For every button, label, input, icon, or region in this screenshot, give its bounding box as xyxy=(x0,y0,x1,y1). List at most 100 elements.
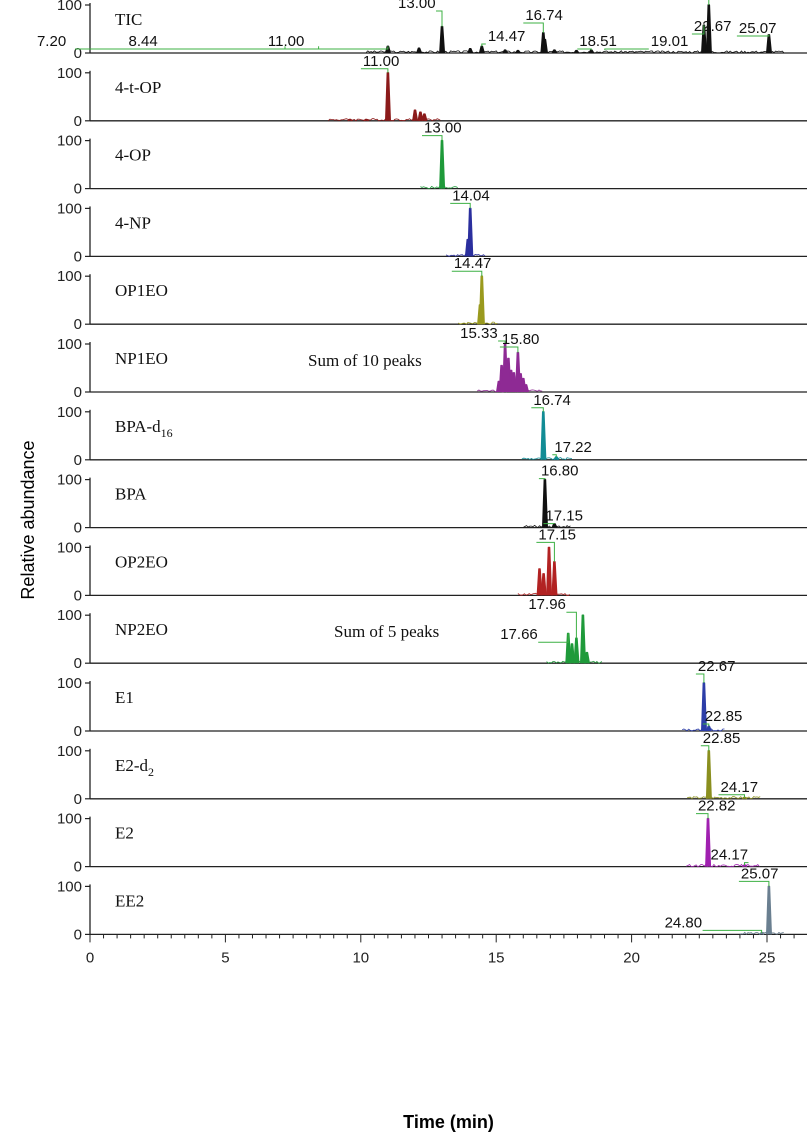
chromatogram-peak xyxy=(766,34,772,54)
y-tick-label: 100 xyxy=(57,811,82,828)
peak-label-leader xyxy=(481,43,486,47)
peak-time-label: 14.47 xyxy=(454,255,492,272)
trace-name-label: 4-t-OP xyxy=(115,78,161,97)
peak-time-label: 18.51 xyxy=(579,33,617,50)
peak-label-leader xyxy=(498,340,506,344)
chromatogram-peak xyxy=(467,48,474,54)
y-tick-label: 100 xyxy=(57,607,82,624)
peak-time-label: 24.17 xyxy=(721,779,759,796)
chromatogram-peak xyxy=(551,49,558,54)
peak-time-label: 19.01 xyxy=(651,33,689,50)
chromatogram-peak xyxy=(464,238,471,257)
baseline-noise xyxy=(686,863,760,868)
chromatogram-peak xyxy=(766,885,772,935)
trace-name-label: BPA xyxy=(115,485,147,504)
y-tick-label: 0 xyxy=(74,520,82,537)
chromatogram-peak xyxy=(478,45,485,54)
peak-label-leader xyxy=(718,794,745,798)
y-tick-label: 0 xyxy=(74,655,82,672)
peak-label-leader xyxy=(422,135,443,141)
peak-label-leader xyxy=(305,46,389,50)
peak-time-label: 11.00 xyxy=(268,33,304,50)
y-tick-label: 100 xyxy=(57,675,82,692)
baseline-noise xyxy=(521,457,573,461)
trace-name-label: NP1EO xyxy=(115,349,168,368)
y-tick-label: 100 xyxy=(57,539,82,556)
peak-time-label: 8.44 xyxy=(129,33,158,50)
peak-time-label: 16.74 xyxy=(533,392,571,409)
peak-time-label: 17.96 xyxy=(528,596,566,613)
peak-time-label: 22.85 xyxy=(705,708,743,725)
chromatogram-peak xyxy=(584,651,590,664)
x-tick-label: 10 xyxy=(352,949,369,966)
peak-time-label: 22.82 xyxy=(698,798,736,815)
peak-label-leader xyxy=(451,270,483,277)
chromatogram-peak xyxy=(588,49,595,54)
peak-time-label: 14.47 xyxy=(488,28,526,45)
peak-time-label: 17.66 xyxy=(500,626,538,643)
chromatogram-peak xyxy=(439,139,446,189)
y-axis-title: Relative abundance xyxy=(18,440,38,599)
trace-name-label: TIC xyxy=(115,10,142,29)
y-tick-label: 0 xyxy=(74,181,82,198)
chromatogram-peak xyxy=(421,113,428,121)
peak-label-leader xyxy=(695,673,705,683)
y-tick-label: 0 xyxy=(74,587,82,604)
trace-name-label: EE2 xyxy=(115,891,144,910)
trace-name-label: 4-NP xyxy=(115,213,151,232)
trace-name-label: OP1EO xyxy=(115,281,168,300)
chromatogram-peak xyxy=(536,568,543,596)
x-axis-title: Time (min) xyxy=(403,1112,494,1132)
peak-label-leader xyxy=(736,34,770,37)
x-tick-label: 15 xyxy=(488,949,505,966)
chromatogram-peak xyxy=(580,614,586,664)
y-tick-label: 0 xyxy=(74,791,82,808)
y-tick-label: 100 xyxy=(57,65,82,82)
peak-time-label: 14.04 xyxy=(452,187,490,204)
peak-label-leader xyxy=(499,346,519,353)
trace-name-label: E2 xyxy=(115,824,134,843)
peak-label-leader xyxy=(531,407,544,412)
trace-name-label: E2-d2 xyxy=(115,756,154,779)
peak-time-label: 15.33 xyxy=(460,325,498,342)
y-tick-label: 0 xyxy=(74,859,82,876)
peak-label-leader xyxy=(744,862,749,866)
peak-time-label: 17.15 xyxy=(545,508,583,525)
chromatogram-peak xyxy=(540,411,547,460)
peak-time-label: 13.00 xyxy=(398,0,436,12)
peak-label-leader xyxy=(450,202,471,209)
y-tick-label: 0 xyxy=(74,926,82,943)
y-tick-label: 100 xyxy=(57,404,82,421)
peak-time-label: 24.80 xyxy=(665,914,703,931)
peak-label-leader xyxy=(566,611,577,639)
peak-time-label: 17.15 xyxy=(538,526,576,543)
x-tick-label: 20 xyxy=(623,949,640,966)
peak-label-leader xyxy=(708,0,710,5)
peak-time-label: 16.74 xyxy=(525,7,563,24)
peak-label-leader xyxy=(700,745,710,751)
peak-sum-note: Sum of 5 peaks xyxy=(334,622,439,641)
chromatogram-peak xyxy=(347,118,353,122)
y-tick-label: 0 xyxy=(74,316,82,333)
peak-label-leader xyxy=(552,454,557,457)
peak-time-label: 22.67 xyxy=(694,18,732,35)
y-tick-label: 100 xyxy=(57,336,82,353)
y-tick-label: 100 xyxy=(57,472,82,489)
trace-name-subscript: 16 xyxy=(161,426,173,440)
baseline-noise xyxy=(420,185,458,190)
chromatogram-peak xyxy=(416,47,423,54)
peak-time-label: 22.67 xyxy=(698,658,736,675)
chromatogram-peak xyxy=(496,380,502,393)
chromatogram-peak xyxy=(741,796,748,800)
trace-name-label: E1 xyxy=(115,688,134,707)
peak-time-label: 25.07 xyxy=(739,20,777,37)
trace-name-label: 4-OP xyxy=(115,146,151,165)
peak-label-leader xyxy=(523,22,544,33)
peak-time-label: 25.07 xyxy=(741,865,779,882)
peak-label-leader xyxy=(696,813,709,819)
peak-time-label: 15.80 xyxy=(502,331,540,348)
peak-label-leader xyxy=(538,478,546,480)
x-tick-label: 25 xyxy=(759,949,776,966)
